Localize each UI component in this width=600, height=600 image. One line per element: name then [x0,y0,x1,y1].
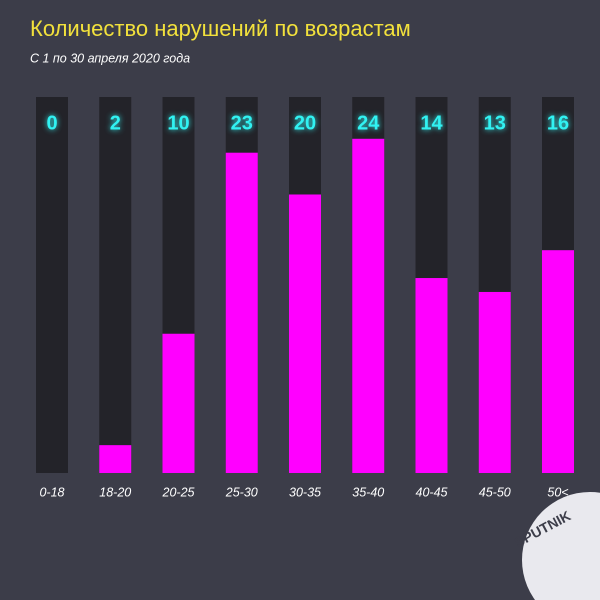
chart-title: Количество нарушений по возрастам [30,16,411,41]
value-label: 16 [547,112,569,134]
x-tick-label: 45-50 [479,485,511,499]
x-tick-label: 50< [547,485,568,499]
bar [289,194,321,473]
bar [478,291,511,473]
value-label: 23 [231,112,253,134]
bar [225,152,258,473]
bar [415,278,448,473]
value-label: 13 [484,112,506,134]
bar [352,138,385,473]
bar-track [99,97,132,473]
chart-subtitle: С 1 по 30 апреля 2020 года [30,51,190,65]
value-label: 0 [46,112,57,134]
logo: SPUTNIK [512,492,600,600]
x-tick-label: 25-30 [225,485,258,499]
bar [162,333,195,473]
value-label: 14 [420,112,443,134]
value-label: 2 [110,112,121,134]
x-tick-label: 30-35 [289,485,321,499]
value-label: 20 [294,112,316,134]
bar [99,445,132,473]
bar-track [36,97,68,473]
value-label: 10 [167,112,189,134]
x-tick-label: 35-40 [352,485,384,499]
x-tick-label: 18-20 [99,485,131,499]
x-tick-label: 40-45 [416,485,448,499]
x-tick-label: 0-18 [39,485,64,499]
value-label: 24 [357,112,380,134]
bar [542,250,574,473]
logo-badge [522,492,600,600]
x-tick-label: 20-25 [162,485,195,499]
